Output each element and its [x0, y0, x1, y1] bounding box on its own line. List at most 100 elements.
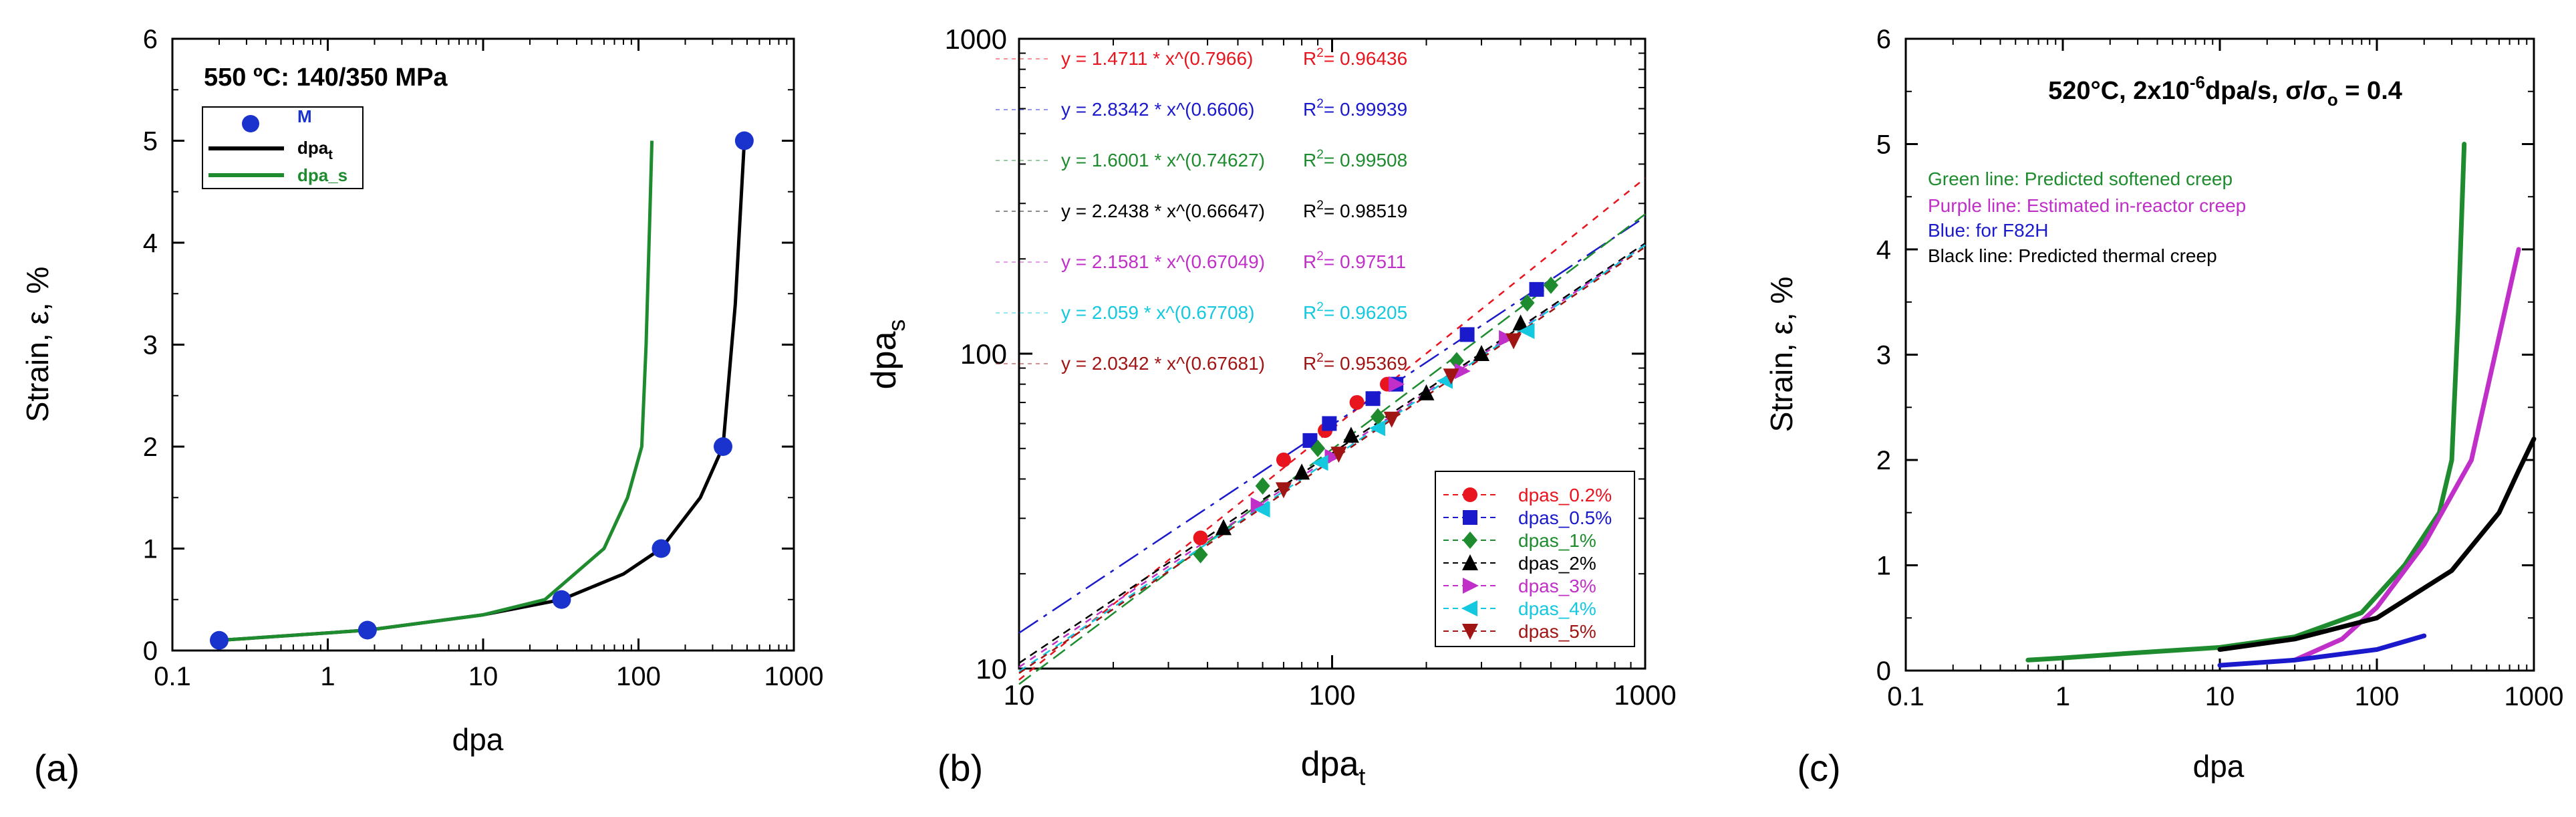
panel-c-series [2025, 142, 2537, 668]
panel-b-x-tick-labels: 10 100 1000 [1004, 679, 1677, 711]
panel-b-y-tick-label: 1000 [945, 23, 1007, 55]
data-point-dpas-1- [1544, 276, 1558, 294]
data-point-dpas-0-2- [1349, 394, 1365, 410]
series-line-dpa-t [219, 140, 746, 643]
data-point-dpas-3- [1454, 363, 1471, 380]
r2-letter: R [1303, 48, 1316, 69]
r2-exponent: 2 [1316, 199, 1324, 213]
data-point-dpas-5- [1443, 368, 1459, 385]
panel-a: 0.1 1 10 100 1000 0 1 2 3 4 5 6 550 ºC: 140/350 MP… [20, 25, 823, 789]
data-point-dpas-1- [1310, 439, 1326, 457]
panel-a-y-tick-label: 6 [143, 25, 158, 54]
fit-equation-7: y = 2.0342 * x^(0.67681) [1061, 353, 1265, 374]
data-point-m [734, 131, 754, 150]
panel-b-x-axis-label-sub: t [1358, 763, 1365, 790]
panel-c-y-tick-label: 1 [1876, 552, 1891, 581]
panel-a-y-tick-labels: 0 1 2 3 4 5 6 [143, 25, 158, 666]
legend-label-dpa-s: dpa_s [297, 165, 347, 185]
panel-b-y-axis-label: dpas [865, 320, 910, 390]
data-point-m [652, 539, 671, 558]
panel-a-x-tick-label: 0.1 [154, 662, 191, 691]
panel-c-y-tick-label: 0 [1876, 657, 1891, 686]
r2-value: = 0.99508 [1324, 150, 1407, 170]
annotation-purple: Purple line: Estimated in-reactor creep [1928, 195, 2246, 216]
panel-b-ticks [1018, 37, 1647, 670]
panel-b-x-tick-label: 1000 [1614, 679, 1676, 711]
legend-label-dpa-t: dpat [297, 138, 333, 162]
series-line-f82h [2217, 633, 2427, 668]
panel-a-y-tick-label: 4 [143, 229, 158, 258]
panel-c-title-c: = 0.4 [2338, 77, 2402, 105]
data-point-dpas-2- [1418, 384, 1435, 400]
data-point-dpas-1- [1449, 352, 1464, 370]
panel-a-x-tick-label: 1000 [764, 662, 824, 691]
legend-marker-dpas-0-2- [1463, 487, 1477, 502]
data-point-m [357, 620, 377, 640]
r2-exponent: 2 [1316, 148, 1324, 162]
fit-equation-1: y = 1.4711 * x^(0.7966) [1061, 48, 1253, 69]
panel-a-y-tick-label: 0 [143, 636, 158, 666]
fit-r2-2: R2= 0.99939 [1303, 97, 1407, 120]
data-point-dpas-2- [1215, 519, 1232, 536]
panel-a-x-tick-label: 1 [320, 662, 335, 691]
data-point-dpas-1- [1371, 408, 1385, 426]
r2-letter: R [1303, 99, 1316, 120]
panel-a-legend: M dpat dpa_s [202, 106, 364, 189]
r2-letter: R [1303, 251, 1316, 272]
legend-label-dpa-t-main: dpa [297, 138, 329, 158]
panel-a-x-tick-labels: 0.1 1 10 100 1000 [154, 662, 823, 691]
legend-label-m: M [297, 106, 312, 126]
fit-r2-3: R2= 0.99508 [1303, 148, 1407, 170]
data-point-dpas-2- [1294, 463, 1310, 480]
data-point-dpas-0-2- [1276, 452, 1291, 467]
annotation-blue: Blue: for F82H [1928, 220, 2049, 241]
r2-letter: R [1303, 353, 1316, 374]
fit-equation-4: y = 2.2438 * x^(0.66647) [1061, 201, 1265, 221]
data-point-dpas-0-5- [1322, 416, 1337, 431]
panel-b-label: (b) [938, 747, 983, 789]
data-point-dpas-4- [1254, 501, 1270, 518]
panel-a-y-tick-label: 5 [143, 127, 158, 156]
r2-exponent: 2 [1316, 351, 1324, 365]
panel-b-y-tick-label: 10 [976, 653, 1007, 685]
fit-r2-4: R2= 0.98519 [1303, 199, 1407, 221]
data-point-m [713, 437, 732, 456]
panel-c-ticks [1904, 37, 2535, 672]
series-line-dpa-s [219, 140, 654, 643]
r2-letter: R [1303, 201, 1316, 221]
data-point-dpas-5- [1330, 447, 1347, 463]
panel-a-x-tick-label: 100 [616, 662, 661, 691]
legend-marker-dpas-5- [1462, 624, 1478, 640]
legend-marker-m [242, 115, 259, 132]
data-point-dpas-2- [1342, 427, 1359, 443]
panel-c-y-tick-label: 5 [1876, 130, 1891, 160]
fit-r2-5: R2= 0.97511 [1303, 249, 1406, 272]
panel-b-series [1193, 276, 1558, 564]
r2-exponent: 2 [1316, 300, 1324, 314]
panel-c-x-tick-label: 10 [2205, 682, 2235, 711]
panel-c-x-tick-label: 1000 [2505, 682, 2564, 711]
panel-c: 0.1 1 10 100 1000 0 1 2 3 4 5 6 520°C, 2x10-6dpa/s… [1764, 25, 2563, 789]
data-point-dpas-4- [1369, 420, 1385, 437]
data-point-dpas-3- [1324, 449, 1341, 465]
data-point-dpas-0-5- [1365, 391, 1381, 406]
panel-a-title: 550 ºC: 140/350 MPa [204, 64, 448, 92]
panel-c-x-axis-label: dpa [2193, 749, 2245, 784]
r2-value: = 0.96205 [1324, 302, 1407, 323]
panel-a-y-axis-label: Strain, ε, % [20, 267, 55, 423]
fit-equation-6: y = 2.059 * x^(0.67708) [1061, 302, 1254, 323]
panel-c-title-a: 520°C, 2x10 [2048, 77, 2190, 105]
panel-c-x-tick-label: 100 [2355, 682, 2400, 711]
series-line-predicted-thermal-creep [2217, 437, 2537, 652]
r2-exponent: 2 [1316, 97, 1324, 111]
panel-c-x-tick-label: 1 [2055, 682, 2070, 711]
data-point-dpas-1- [1193, 546, 1208, 564]
annotation-green: Green line: Predicted softened creep [1928, 168, 2233, 189]
panel-c-y-tick-labels: 0 1 2 3 4 5 6 [1876, 25, 1891, 686]
data-point-dpas-3- [1499, 330, 1516, 346]
fit-r2-6: R2= 0.96205 [1303, 300, 1407, 323]
r2-value: = 0.99939 [1324, 99, 1407, 120]
data-point-dpas-1- [1520, 294, 1535, 312]
panel-b-legend-entries: dpas_0.2%dpas_0.5%dpas_1%dpas_2%dpas_3%d… [1443, 485, 1612, 642]
data-point-dpas-0-5- [1302, 433, 1318, 448]
